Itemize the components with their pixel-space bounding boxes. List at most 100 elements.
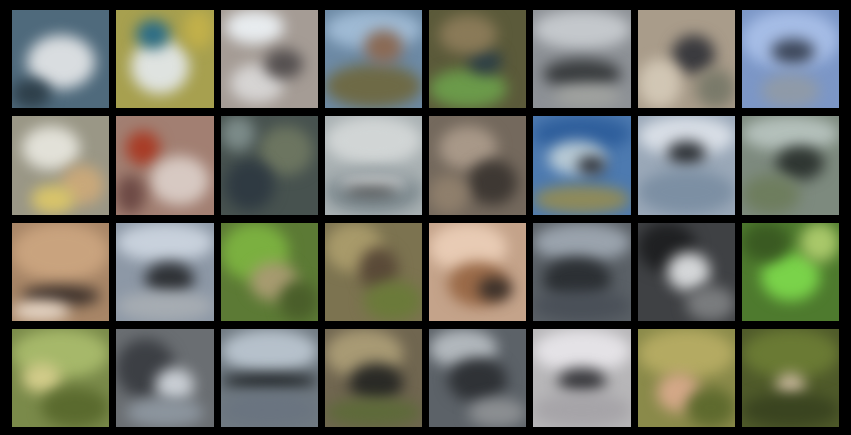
tile-r1c3-blob-1 (225, 10, 284, 45)
tile-r4c4-blob-2 (349, 363, 403, 403)
tile-r3c5 (429, 222, 527, 321)
tile-r2c5-blob-3 (429, 175, 468, 215)
tile-r3c2-blob-3 (116, 291, 214, 321)
tile-r1c4-blob-3 (363, 29, 403, 65)
tile-r4c7-blob-3 (686, 387, 735, 427)
tile-r2c5 (429, 116, 527, 215)
tile-r4c8 (741, 328, 839, 427)
tile-r2c6 (533, 116, 631, 215)
tile-r2c7 (637, 116, 735, 215)
tile-r2c7-blob-2 (666, 140, 706, 166)
tile-r3c5-blob-3 (477, 276, 512, 302)
tile-r1c4 (324, 10, 422, 109)
tile-r3c2 (116, 222, 214, 321)
tile-r4c5-blob-2 (448, 358, 507, 403)
tile-r1c6-blob-2 (542, 59, 621, 89)
tile-r3c6-blob-3 (533, 291, 631, 321)
tile-r4c3-blob-2 (220, 372, 318, 388)
tile-r2c1-blob-1 (21, 126, 81, 171)
tile-r1c5-blob-1 (429, 68, 507, 109)
tile-r1c5-blob-3 (438, 14, 498, 55)
tile-r1c1 (12, 10, 110, 109)
tile-r4c6-blob-2 (557, 368, 607, 393)
tile-r3c3 (220, 222, 318, 321)
tile-r2c3 (220, 116, 318, 215)
tile-r4c3-blob-3 (220, 392, 318, 427)
tile-r3c7-blob-3 (686, 286, 735, 321)
tile-r4c1-blob-3 (41, 387, 110, 427)
tile-r1c3-blob-3 (264, 49, 304, 79)
tile-r3c8-blob-2 (741, 222, 791, 262)
tile-r4c3-blob-1 (220, 328, 318, 373)
tile-r2c1-blob-3 (31, 185, 76, 215)
tile-r1c2-blob-1 (130, 39, 190, 94)
tile-r1c2-blob-2 (135, 19, 170, 50)
tile-r2c3-blob-3 (220, 116, 255, 151)
tile-r2c2 (116, 116, 214, 215)
tile-r1c3 (220, 10, 318, 109)
tile-r2c8-blob-2 (775, 145, 825, 181)
tile-r1c6-blob-3 (552, 83, 621, 109)
tile-r4c4 (324, 328, 422, 427)
tile-r1c8-blob-2 (770, 39, 815, 65)
tile-r2c1 (12, 116, 110, 215)
tile-r3c6-blob-1 (533, 222, 631, 262)
tile-r4c5-blob-3 (467, 397, 527, 427)
tile-r4c7 (637, 328, 735, 427)
tile-r2c4-blob-4 (344, 186, 398, 195)
tile-r4c8-blob-1 (741, 328, 839, 378)
tile-r1c6 (533, 10, 631, 109)
tile-r3c3-blob-3 (278, 281, 318, 321)
tile-r4c2 (116, 328, 214, 427)
tile-r1c7-blob-1 (671, 34, 716, 74)
tile-r2c4-blob-1 (324, 116, 422, 166)
tile-r3c8-blob-3 (800, 222, 839, 262)
tile-r2c8-blob-3 (741, 175, 801, 215)
tile-r4c8-blob-3 (741, 392, 839, 427)
tile-r3c6 (533, 222, 631, 321)
tile-r3c1-blob-2 (21, 286, 100, 306)
tile-r1c6-blob-1 (533, 10, 631, 50)
tile-r4c4-blob-3 (324, 397, 422, 427)
tile-r2c2-blob-1 (125, 130, 160, 166)
tile-r2c2-blob-2 (150, 155, 209, 205)
tile-r3c1-blob-1 (12, 222, 110, 282)
tile-r2c7-blob-3 (637, 170, 735, 215)
tile-r4c6 (533, 328, 631, 427)
tile-r1c5 (429, 10, 527, 109)
tile-r1c7 (637, 10, 735, 109)
tile-r2c3-blob-1 (259, 126, 313, 176)
tile-r4c3 (220, 328, 318, 427)
tile-r1c4-blob-2 (324, 64, 422, 109)
tile-r1c2 (116, 10, 214, 109)
tile-r3c4 (324, 222, 422, 321)
tile-r2c8-blob-1 (741, 116, 839, 151)
tile-r2c6-blob-4 (577, 155, 607, 176)
tile-r1c8-blob-3 (761, 73, 820, 109)
tile-r4c2-blob-3 (125, 397, 204, 427)
tile-r3c8 (741, 222, 839, 321)
tile-r2c5-blob-2 (467, 160, 517, 205)
tile-r2c4 (324, 116, 422, 215)
tile-r2c4-blob-3 (339, 177, 408, 189)
tile-r4c1-blob-2 (21, 363, 61, 393)
tile-r4c6-blob-1 (533, 328, 631, 373)
tile-r3c2-blob-2 (145, 261, 195, 297)
tile-r1c7-blob-2 (637, 59, 682, 109)
tile-r4c7-blob-1 (637, 328, 735, 378)
tile-r3c7 (637, 222, 735, 321)
tile-r2c8 (741, 116, 839, 215)
tile-r2c3-blob-2 (225, 160, 274, 210)
tile-r4c2-blob-2 (155, 368, 195, 403)
tile-r1c2-blob-3 (184, 10, 214, 50)
tile-r4c1 (12, 328, 110, 427)
tile-r4c5 (429, 328, 527, 427)
tile-r3c4-blob-3 (363, 281, 422, 321)
tile-r3c7-blob-2 (666, 251, 711, 292)
tile-r2c6-blob-3 (533, 185, 631, 215)
tile-r1c8 (741, 10, 839, 109)
tile-r3c2-blob-1 (116, 222, 214, 262)
tile-r3c1 (12, 222, 110, 321)
tile-r1c1-blob-2 (12, 78, 51, 109)
